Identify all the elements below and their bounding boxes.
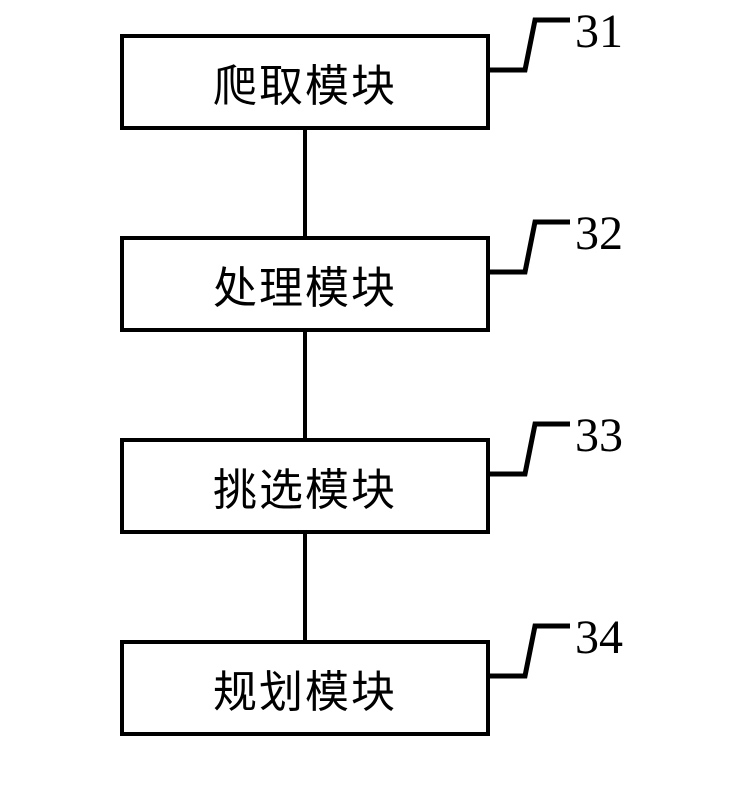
connector-3-4 — [303, 534, 307, 640]
connector-2-3 — [303, 332, 307, 438]
callout-2 — [490, 218, 570, 278]
callout-number-4: 34 — [575, 610, 623, 665]
connector-1-2 — [303, 130, 307, 236]
module-box-1: 爬取模块 — [120, 34, 490, 130]
module-label-3: 挑选模块 — [213, 454, 397, 518]
module-box-4: 规划模块 — [120, 640, 490, 736]
callout-number-3: 33 — [575, 408, 623, 463]
module-box-3: 挑选模块 — [120, 438, 490, 534]
module-label-1: 爬取模块 — [213, 50, 397, 114]
callout-1 — [490, 16, 570, 76]
module-label-2: 处理模块 — [213, 252, 397, 316]
module-label-4: 规划模块 — [213, 656, 397, 720]
callout-3 — [490, 420, 570, 480]
callout-number-2: 32 — [575, 206, 623, 261]
callout-4 — [490, 622, 570, 682]
callout-number-1: 31 — [575, 4, 623, 59]
module-box-2: 处理模块 — [120, 236, 490, 332]
flowchart-diagram: 爬取模块 31 处理模块 32 挑选模块 33 规划模块 34 — [0, 0, 739, 807]
